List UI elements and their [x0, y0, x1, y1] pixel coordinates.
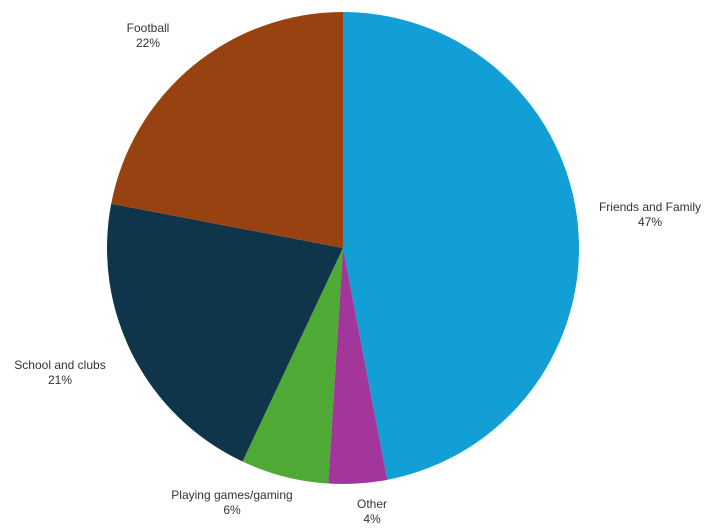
pie-labels: Friends and Family 47% Other 4% Playing game… [14, 21, 701, 526]
data-label: Other 4% [357, 497, 387, 526]
pie-slice-other [328, 248, 388, 484]
data-label-value: 21% [48, 373, 72, 387]
data-label-value: 47% [638, 215, 662, 229]
data-label: Friends and Family 47% [599, 200, 701, 229]
data-label: Playing games/gaming 6% [171, 488, 292, 517]
pie-slice-friends-and-family [343, 12, 579, 480]
pie-slice-football [111, 12, 344, 248]
pie-slice-playing-games-gaming [242, 248, 343, 484]
data-label-value: 22% [136, 36, 160, 50]
data-label-value: 6% [223, 503, 241, 517]
data-label-name: Playing games/gaming [171, 488, 292, 502]
data-label-value: 4% [363, 512, 381, 526]
data-label-name: School and clubs [14, 358, 105, 372]
data-label: School and clubs 21% [14, 358, 105, 387]
data-label-name: Friends and Family [599, 200, 701, 214]
data-label-name: Football [127, 21, 170, 35]
pie-slices [107, 12, 579, 484]
data-label: Football 22% [127, 21, 170, 50]
data-label-name: Other [357, 497, 387, 511]
pie-slice-school-and-clubs [107, 203, 343, 462]
